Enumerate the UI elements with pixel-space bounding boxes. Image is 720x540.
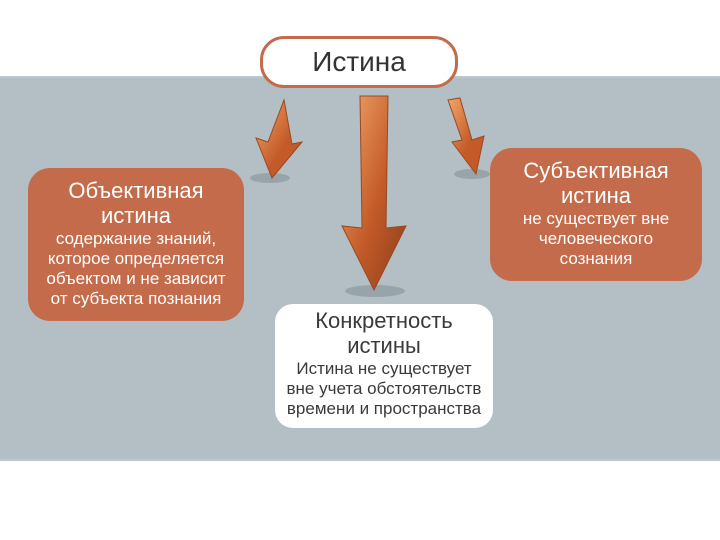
concrete-title: Конкретность истины <box>283 308 485 359</box>
objective-desc: содержание знаний, которое определяется … <box>40 229 232 309</box>
arrow-left <box>240 96 320 186</box>
concrete-desc: Истина не существует вне учета обстоятел… <box>283 359 485 420</box>
objective-title: Объективная истина <box>40 178 232 229</box>
subjective-desc: не существует вне человеческого сознания <box>502 209 690 269</box>
arrow-center <box>330 90 420 300</box>
arrow-right <box>428 96 498 182</box>
subjective-title: Субъективная истина <box>502 158 690 209</box>
concrete-block: Конкретность истины Истина не существует… <box>275 304 493 428</box>
objective-node: Объективная истина содержание знаний, ко… <box>28 168 244 321</box>
subjective-node: Субъективная истина не существует вне че… <box>490 148 702 281</box>
title-text: Истина <box>312 46 406 78</box>
title-pill: Истина <box>260 36 458 88</box>
bottom-rule <box>0 459 720 461</box>
